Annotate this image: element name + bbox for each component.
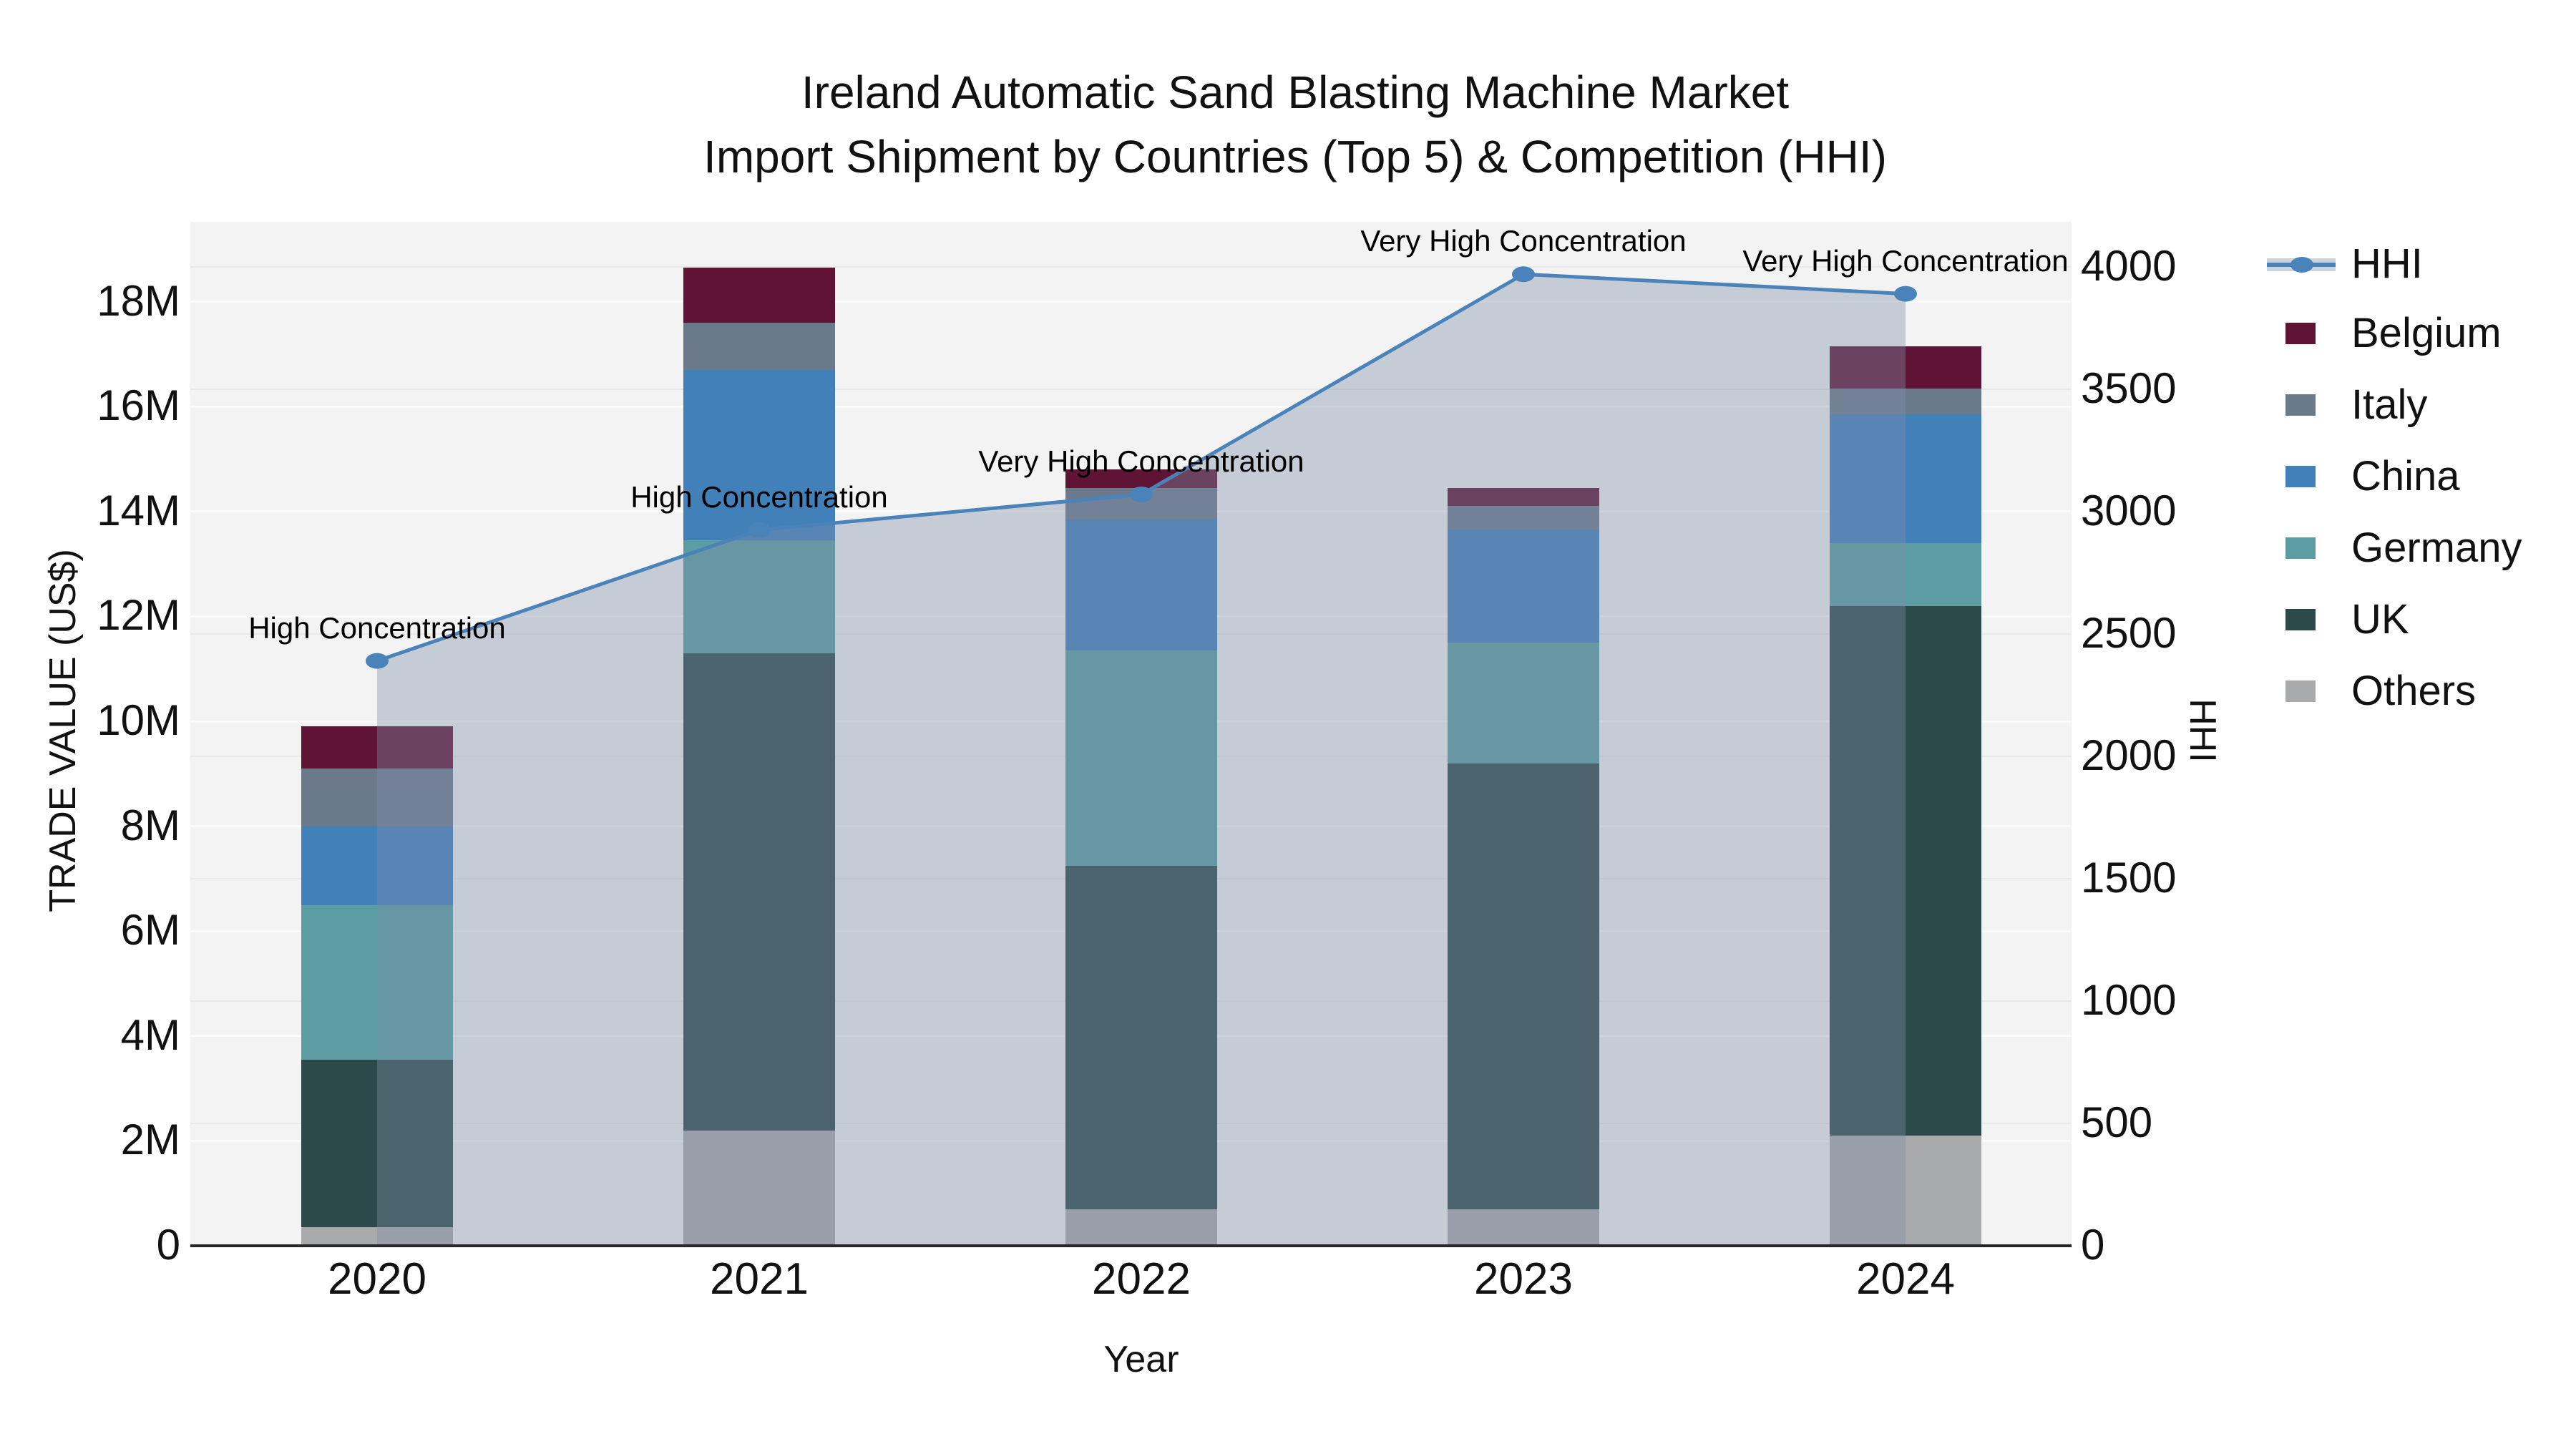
legend-swatch-belgium <box>2267 319 2336 348</box>
y-left-tick-4M: 4M <box>120 1010 180 1059</box>
annotation-2020: High Concentration <box>248 610 506 645</box>
legend-item-uk: UK <box>2267 595 2409 643</box>
chart-title: Ireland Automatic Sand Blasting Machine … <box>703 60 1887 189</box>
bar-segment-uk-2023 <box>1448 763 1599 1209</box>
y-left-tick-8M: 8M <box>120 801 180 849</box>
legend-patch-italy <box>2285 394 2316 416</box>
bar-segment-italy-2021 <box>683 322 835 370</box>
bar-segment-italy-2020 <box>301 768 453 826</box>
bar-segment-others-2021 <box>683 1130 835 1246</box>
gridline-18M <box>190 301 2072 303</box>
bar-segment-belgium-2020 <box>301 726 453 769</box>
y-right-tick-3500: 3500 <box>2081 364 2177 412</box>
legend-patch-belgium <box>2285 322 2316 344</box>
bar-segment-italy-2023 <box>1448 506 1599 530</box>
y-right-tick-1000: 1000 <box>2081 976 2177 1024</box>
legend-swatch-others <box>2267 677 2336 706</box>
legend-patch-uk <box>2285 608 2316 630</box>
y-right-tick-0: 0 <box>2081 1221 2105 1269</box>
x-tick-2023: 2023 <box>1474 1254 1573 1304</box>
y-right-axis-title: HHI <box>2182 698 2223 763</box>
y-right-tick-2000: 2000 <box>2081 731 2177 779</box>
y-left-tick-0: 0 <box>156 1221 180 1269</box>
y-left-tick-2M: 2M <box>120 1116 180 1164</box>
bar-segment-uk-2022 <box>1065 865 1217 1209</box>
y-left-tick-10M: 10M <box>97 696 180 744</box>
legend-label-uk: UK <box>2351 596 2409 643</box>
y-right-tick-2500: 2500 <box>2081 609 2177 657</box>
gridline-hhi-3500 <box>190 389 2072 390</box>
chart-title-line2: Import Shipment by Countries (Top 5) & C… <box>703 131 1887 182</box>
legend-label-italy: Italy <box>2351 381 2428 428</box>
bar-segment-germany-2021 <box>683 540 835 653</box>
legend-item-hhi: HHI <box>2267 240 2423 288</box>
bar-segment-belgium-2021 <box>683 267 835 323</box>
bar-segment-uk-2024 <box>1830 605 1981 1136</box>
legend-label-others: Others <box>2351 668 2477 714</box>
y-left-tick-12M: 12M <box>97 591 180 640</box>
annotation-2022: Very High Concentration <box>978 444 1304 479</box>
legend-swatch-germany <box>2267 534 2336 562</box>
x-tick-2024: 2024 <box>1856 1254 1955 1304</box>
y-right-tick-1500: 1500 <box>2081 854 2177 902</box>
bar-segment-germany-2020 <box>301 904 453 1060</box>
bar-segment-china-2022 <box>1065 519 1217 651</box>
legend-label-hhi: HHI <box>2351 240 2423 287</box>
x-tick-2021: 2021 <box>710 1254 809 1304</box>
bar-segment-others-2020 <box>301 1227 453 1246</box>
x-axis-line <box>190 1244 2072 1247</box>
y-right-tick-500: 500 <box>2081 1098 2153 1146</box>
legend-item-italy: Italy <box>2267 381 2427 429</box>
legend-item-china: China <box>2267 452 2460 500</box>
gridline-hhi-4000 <box>190 266 2072 268</box>
bar-segment-germany-2022 <box>1065 650 1217 866</box>
y-right-tick-4000: 4000 <box>2081 242 2177 290</box>
bar-segment-others-2022 <box>1065 1209 1217 1246</box>
x-tick-2020: 2020 <box>328 1254 426 1304</box>
y-right-tick-3000: 3000 <box>2081 487 2177 535</box>
legend-swatch-china <box>2267 462 2336 491</box>
bar-segment-china-2024 <box>1830 414 1981 543</box>
y-left-tick-18M: 18M <box>97 276 180 325</box>
bar-segment-italy-2022 <box>1065 487 1217 519</box>
legend-label-china: China <box>2351 453 2460 499</box>
bar-segment-belgium-2023 <box>1448 487 1599 507</box>
bar-segment-china-2020 <box>301 826 453 905</box>
hhi-legend-marker <box>2290 256 2313 273</box>
legend-swatch-italy <box>2267 391 2336 419</box>
hhi-legend-symbol <box>2267 250 2336 278</box>
y-left-tick-14M: 14M <box>97 486 180 535</box>
legend-patch-germany <box>2285 537 2316 559</box>
annotation-2023: Very High Concentration <box>1360 224 1687 258</box>
gridline-16M <box>190 405 2072 408</box>
bar-segment-germany-2024 <box>1830 542 1981 606</box>
bar-segment-others-2024 <box>1830 1136 1981 1246</box>
bar-segment-germany-2023 <box>1448 643 1599 763</box>
x-axis-title: Year <box>1103 1339 1179 1380</box>
bar-segment-belgium-2024 <box>1830 346 1981 389</box>
x-tick-2022: 2022 <box>1092 1254 1191 1304</box>
y-left-axis-title: TRADE VALUE (US$) <box>42 549 84 912</box>
bar-segment-others-2023 <box>1448 1209 1599 1246</box>
legend-item-others: Others <box>2267 667 2476 715</box>
legend-label-germany: Germany <box>2351 525 2522 571</box>
y-left-tick-6M: 6M <box>120 906 180 955</box>
legend-item-belgium: Belgium <box>2267 309 2502 357</box>
bar-segment-uk-2021 <box>683 653 835 1131</box>
bar-segment-china-2021 <box>683 369 835 541</box>
bar-segment-uk-2020 <box>301 1059 453 1228</box>
legend-patch-china <box>2285 465 2316 487</box>
legend-item-germany: Germany <box>2267 524 2522 572</box>
legend-label-belgium: Belgium <box>2351 310 2502 356</box>
chart-title-line1: Ireland Automatic Sand Blasting Machine … <box>801 67 1790 118</box>
legend-patch-others <box>2285 680 2316 702</box>
bar-segment-italy-2024 <box>1830 388 1981 415</box>
y-left-tick-16M: 16M <box>97 381 180 430</box>
legend-swatch-uk <box>2267 605 2336 634</box>
annotation-2021: High Concentration <box>630 479 888 514</box>
annotation-2024: Very High Concentration <box>1742 243 2069 278</box>
bar-segment-china-2023 <box>1448 530 1599 643</box>
